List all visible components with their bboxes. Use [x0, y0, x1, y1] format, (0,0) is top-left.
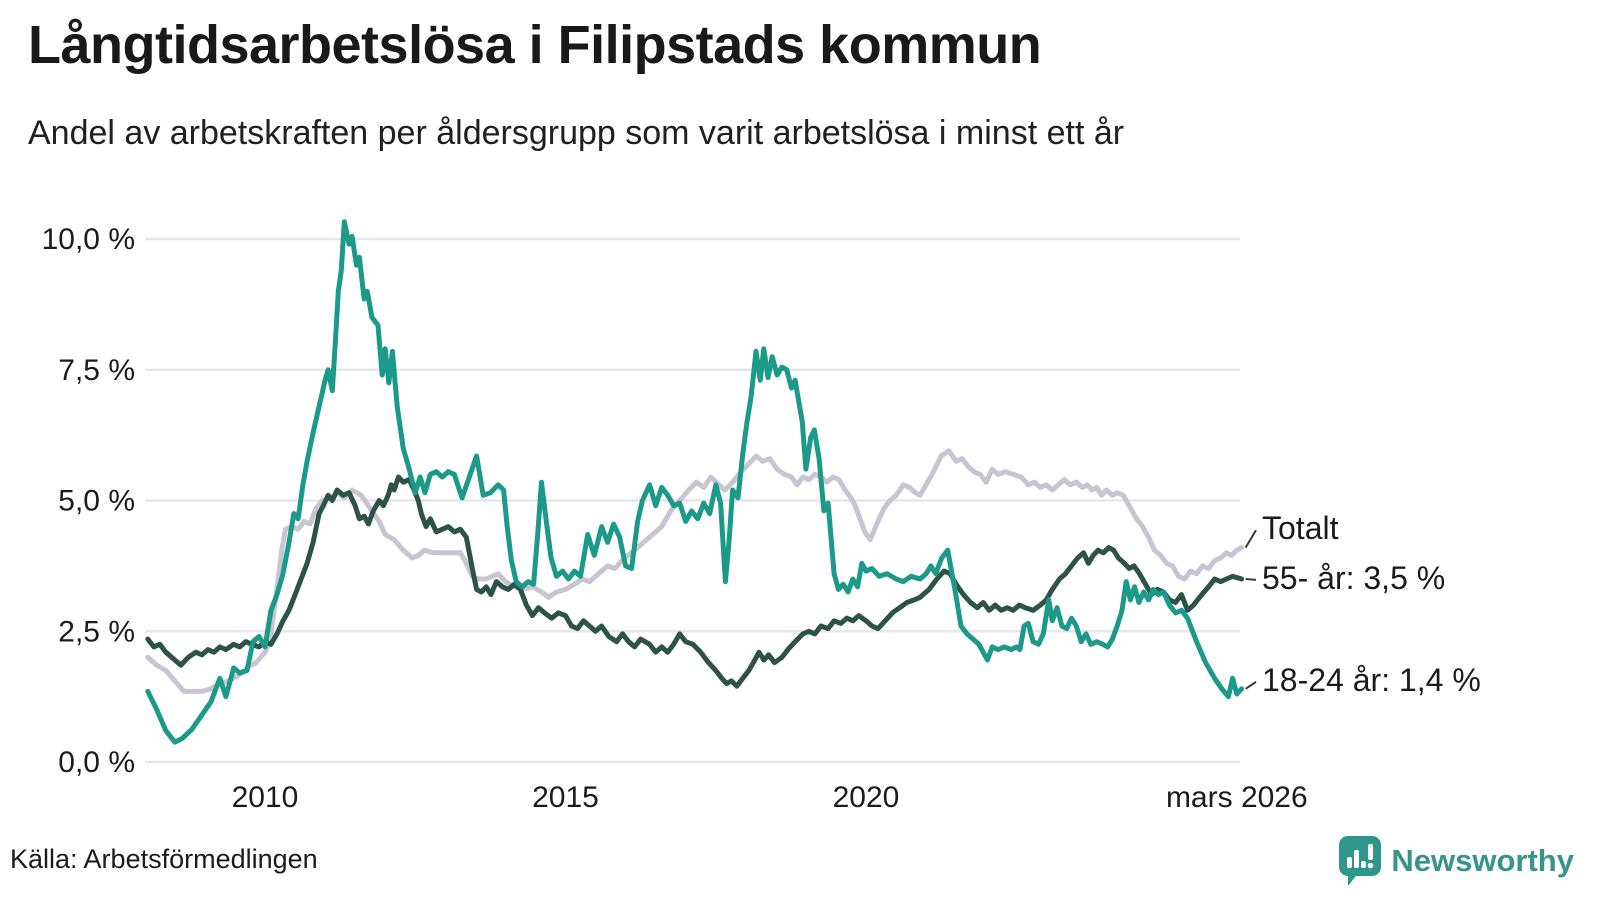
chart-svg: 10,0 % 7,5 % 5,0 % 2,5 % 0,0 % 2010 2015 2020 ma…	[42, 219, 1481, 814]
y-tick-label: 5,0 %	[58, 485, 135, 518]
annotation-label: 55- år: 3,5 %	[1262, 560, 1445, 596]
annotation-connector	[1244, 529, 1257, 549]
page-title: Långtidsarbetslösa i Filipstads kommun	[28, 15, 1042, 75]
chart-subtitle: Andel av arbetskraften per åldersgrupp s…	[28, 114, 1125, 152]
y-tick-label: 0,0 %	[58, 746, 135, 779]
x-tick-label: 2015	[532, 781, 599, 814]
annotation-connector	[1245, 681, 1257, 690]
annotation-label: 18-24 år: 1,4 %	[1262, 662, 1481, 698]
line-chart: 10,0 % 7,5 % 5,0 % 2,5 % 0,0 % 2010 2015 2020 ma…	[0, 190, 1600, 840]
annotation-connector	[1245, 577, 1257, 581]
x-tick-label: mars 2026	[1166, 781, 1308, 814]
source-note: Källa: Arbetsförmedlingen	[10, 844, 318, 874]
y-tick-label: 7,5 %	[58, 354, 135, 387]
x-tick-label: 2020	[833, 781, 900, 814]
series-line-55- år	[145, 474, 1245, 689]
series-line-18-24 år	[145, 219, 1245, 745]
newsworthy-logo-icon	[1339, 836, 1382, 886]
x-tick-label: 2010	[232, 781, 299, 814]
y-tick-label: 2,5 %	[58, 615, 135, 648]
newsworthy-wordmark: Newsworthy	[1391, 843, 1574, 878]
annotation-label: Totalt	[1262, 510, 1339, 546]
y-tick-label: 10,0 %	[42, 223, 135, 256]
newsworthy-brand: Newsworthy	[1339, 836, 1574, 886]
series-line-Totalt	[145, 448, 1245, 694]
